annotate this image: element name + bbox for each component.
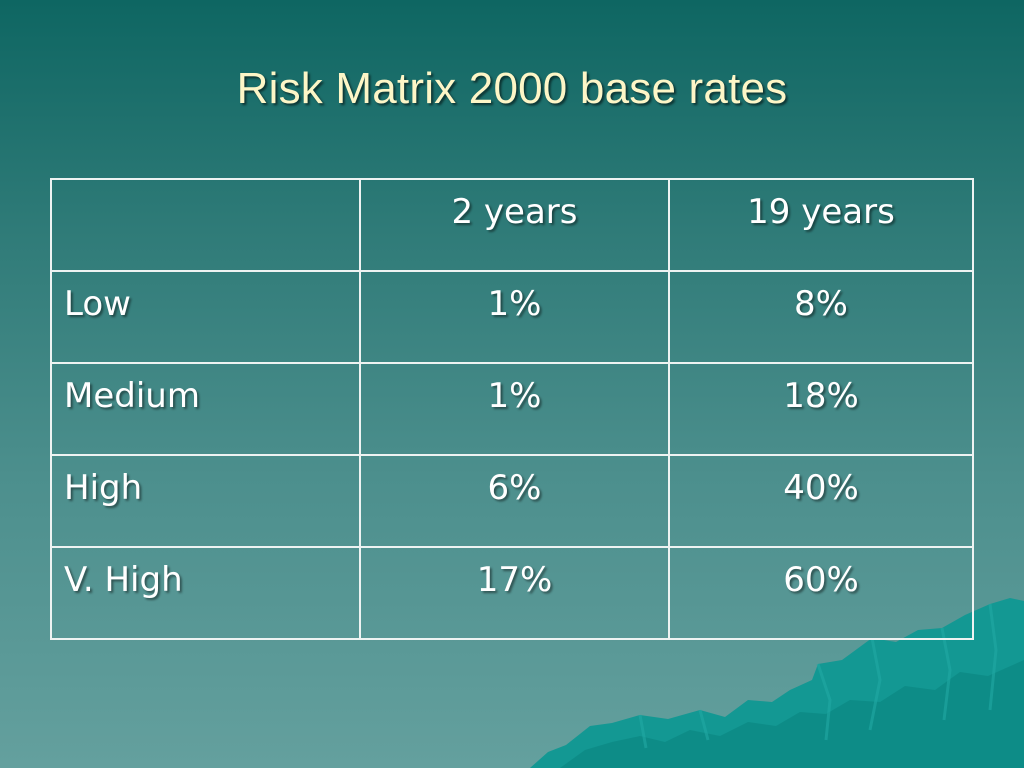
table-corner-cell [50,178,361,272]
column-header-2-years: 2 years [359,178,670,272]
table-row: High 6% 40% [50,454,974,548]
rate-2-years: 1% [359,362,670,456]
rate-2-years: 17% [359,546,670,640]
row-label: High [50,454,361,548]
table-header-row: 2 years 19 years [50,178,974,272]
rate-19-years: 18% [668,362,974,456]
rate-2-years: 1% [359,270,670,364]
table-row: Low 1% 8% [50,270,974,364]
rate-19-years: 8% [668,270,974,364]
row-label: V. High [50,546,361,640]
row-label: Low [50,270,361,364]
column-header-19-years: 19 years [668,178,974,272]
rate-2-years: 6% [359,454,670,548]
rate-19-years: 40% [668,454,974,548]
rate-19-years: 60% [668,546,974,640]
base-rates-table: 2 years 19 years Low 1% 8% Medium 1% 18%… [50,178,974,640]
row-label: Medium [50,362,361,456]
table-row: Medium 1% 18% [50,362,974,456]
slide-title: Risk Matrix 2000 base rates [236,64,788,113]
table-row: V. High 17% 60% [50,546,974,640]
